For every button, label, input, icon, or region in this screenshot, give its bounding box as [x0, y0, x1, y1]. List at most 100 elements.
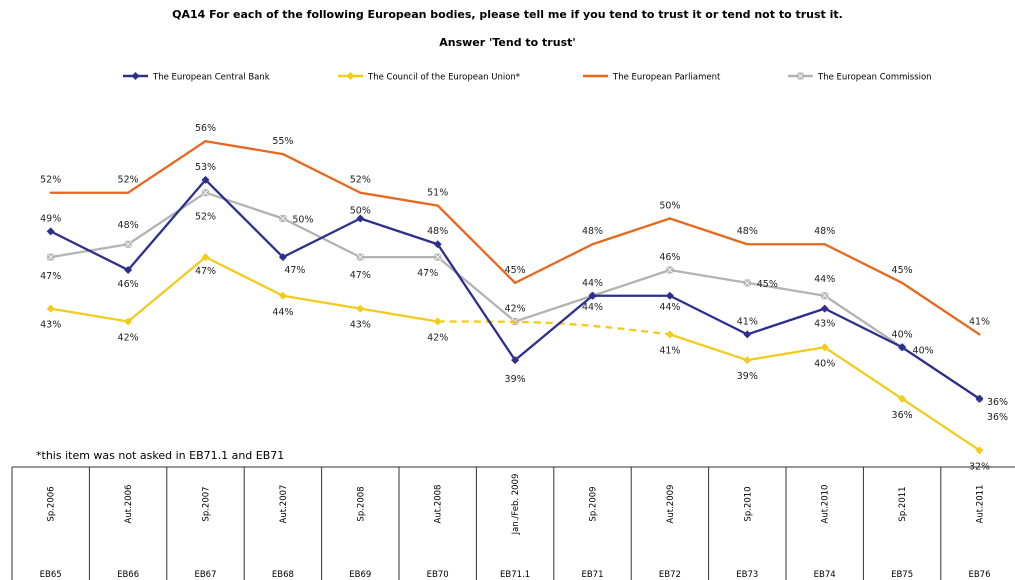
series-segment	[126, 191, 207, 246]
series-segment	[823, 294, 904, 349]
series-segment	[513, 294, 594, 362]
data-point	[898, 394, 907, 403]
series-segment	[204, 140, 285, 156]
series-segment	[436, 243, 517, 362]
category-label: Sp.2006	[47, 486, 57, 521]
data-label: 36%	[987, 397, 1008, 408]
data-label: 50%	[292, 214, 313, 225]
series-segment	[49, 307, 130, 323]
data-label: 39%	[737, 371, 758, 382]
data-point	[124, 266, 133, 274]
data-label: 36%	[892, 410, 913, 421]
category-label: Sp.2011	[898, 486, 908, 521]
data-label: 40%	[892, 329, 913, 340]
data-label: 47%	[284, 265, 305, 276]
category-code: EB74	[814, 570, 836, 580]
data-point	[124, 317, 133, 326]
legend: The European Central Bank The Council of …	[123, 72, 932, 83]
category-label: Sp.2008	[356, 486, 366, 521]
series-segment	[513, 243, 594, 285]
data-label: 48%	[118, 220, 139, 231]
data-point-cross	[820, 291, 829, 300]
data-point-cross	[279, 214, 287, 223]
data-point	[975, 394, 984, 403]
series-segment	[281, 294, 362, 310]
series-segment	[204, 255, 285, 297]
data-label: 49%	[40, 213, 61, 224]
category-label: Aut.2010	[821, 485, 831, 524]
data-point	[278, 291, 287, 300]
series-segment	[668, 333, 749, 362]
series-segment	[823, 307, 904, 349]
legend-label: The European Parliament	[612, 73, 721, 83]
data-label: 44%	[272, 307, 293, 318]
category-label: Aut.2008	[434, 485, 444, 524]
chart-title: QA14 For each of the following European …	[172, 8, 843, 21]
series-segment	[281, 152, 362, 194]
series-gap-bridge	[437, 320, 671, 336]
data-point-cross	[743, 279, 752, 287]
data-label: 40%	[814, 358, 835, 369]
data-point	[665, 330, 674, 339]
series-segment	[823, 243, 904, 285]
data-point	[433, 240, 442, 249]
category-code: EB71	[581, 570, 603, 580]
series-segment	[591, 217, 672, 246]
chart-subtitle: Answer 'Tend to trust'	[439, 36, 576, 49]
series-segment	[126, 140, 207, 194]
data-label: 41%	[969, 316, 990, 327]
series-segment	[281, 217, 362, 259]
data-label: 52%	[350, 175, 371, 186]
data-label: 51%	[427, 188, 448, 199]
data-point	[820, 304, 829, 313]
data-label: 48%	[582, 226, 603, 237]
data-point	[743, 356, 752, 365]
series-segment	[204, 178, 285, 259]
footnote: *this item was not asked in EB71.1 and E…	[36, 449, 285, 462]
series-segment	[126, 178, 207, 272]
data-label: 53%	[195, 162, 216, 173]
data-label: 41%	[737, 316, 758, 327]
data-label: 45%	[505, 265, 526, 276]
data-label: 44%	[659, 302, 680, 313]
data-point	[201, 175, 210, 184]
data-label: 43%	[40, 320, 61, 331]
series-segment	[591, 268, 672, 297]
data-point	[46, 304, 55, 313]
category-code: EB65	[40, 570, 62, 580]
legend-marker	[346, 72, 355, 80]
data-label: 52%	[118, 175, 139, 186]
category-label: Jan./Feb. 2009	[511, 474, 521, 536]
data-point	[820, 343, 829, 352]
series-segment	[436, 204, 517, 285]
data-label: 47%	[195, 266, 216, 277]
category-label: Aut.2006	[124, 485, 134, 524]
data-point	[511, 356, 520, 365]
series-segment	[204, 191, 285, 220]
series-segment	[900, 346, 981, 400]
data-label: 44%	[582, 278, 603, 289]
data-label: 50%	[659, 200, 680, 211]
data-label: 55%	[272, 136, 293, 147]
series-segment	[359, 191, 439, 207]
legend-label: The Council of the European Union*	[367, 73, 520, 83]
data-point	[665, 291, 674, 300]
category-code: EB76	[968, 570, 990, 580]
data-label: 50%	[350, 205, 371, 216]
data-point	[201, 253, 210, 262]
series-segment	[746, 346, 826, 362]
legend-label: The European Central Bank	[152, 73, 270, 83]
series-lines	[46, 140, 984, 455]
data-point-cross	[666, 266, 674, 274]
data-point	[743, 330, 752, 339]
category-label: Aut.2009	[666, 485, 676, 524]
series-segment	[126, 255, 207, 323]
data-point-cross	[46, 253, 55, 261]
series-segment	[668, 268, 749, 285]
category-code: EB72	[659, 570, 681, 580]
data-label: 48%	[814, 226, 835, 237]
category-code: EB69	[349, 570, 371, 580]
data-point-cross	[201, 188, 210, 197]
data-point	[356, 304, 365, 313]
